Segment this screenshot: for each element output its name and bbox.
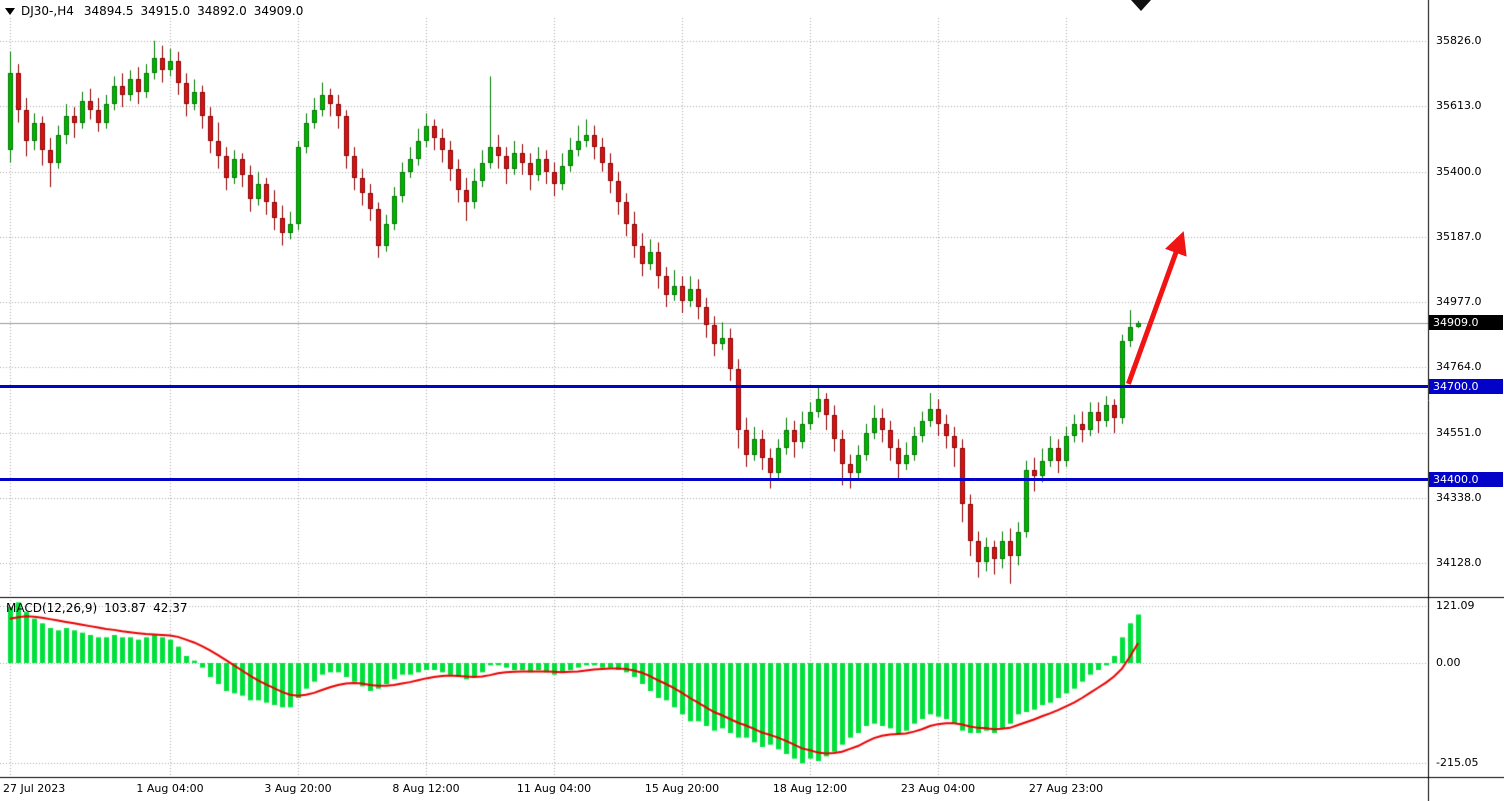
time-tick-label: 18 Aug 12:00 — [772, 782, 848, 795]
chart-shift-marker[interactable] — [1131, 0, 1151, 11]
macd-tick-label: 121.09 — [1436, 599, 1475, 613]
time-tick-label: 8 Aug 12:00 — [392, 782, 460, 795]
macd-main-value: 103.87 — [104, 601, 147, 615]
price-tick-label: 35400.0 — [1436, 164, 1482, 178]
macd-tick-label: 0.00 — [1436, 656, 1461, 669]
symbol-dropdown-icon[interactable] — [5, 8, 15, 15]
horizontal-level-line-34400.0[interactable] — [0, 477, 1428, 481]
price-tick-label: 34338.0 — [1436, 491, 1482, 505]
time-tick-label: 15 Aug 20:00 — [644, 782, 720, 795]
price-tick-label: 34551.0 — [1436, 425, 1482, 439]
macd-tick-label: -215.05 — [1436, 756, 1479, 770]
current-price-tag: 34909.0 — [1429, 315, 1503, 331]
symbol-readout: DJ30-,H4 34894.5 34915.0 34892.0 34909.0 — [5, 4, 310, 18]
time-tick-label: 27 Aug 23:00 — [1028, 782, 1104, 795]
time-tick-label: 27 Jul 2023 — [3, 782, 66, 795]
time-tick-label: 3 Aug 20:00 — [264, 782, 332, 795]
macd-readout: MACD(12,26,9) 103.87 42.37 — [6, 601, 195, 615]
symbol-period-label: DJ30-,H4 — [21, 4, 74, 18]
time-tick-label: 1 Aug 04:00 — [136, 782, 204, 795]
ohlc-high-value: 34915.0 — [140, 4, 191, 18]
price-tick-label: 34128.0 — [1436, 555, 1482, 569]
ohlc-low-value: 34892.0 — [197, 4, 247, 18]
macd-signal-value: 42.37 — [153, 601, 188, 615]
price-tick-label: 34764.0 — [1436, 360, 1482, 374]
level-price-tag: 34700.0 — [1429, 379, 1503, 395]
ohlc-close-value: 34909.0 — [253, 4, 304, 18]
price-tick-label: 35613.0 — [1436, 99, 1482, 113]
price-tick-label: 34977.0 — [1436, 294, 1482, 308]
ohlc-open-value: 34894.5 — [83, 4, 134, 18]
time-tick-label: 11 Aug 04:00 — [516, 782, 592, 795]
price-tick-label: 35187.0 — [1436, 230, 1482, 244]
horizontal-level-line-34700.0[interactable] — [0, 385, 1428, 389]
level-price-tag: 34400.0 — [1429, 471, 1503, 487]
macd-indicator-label: MACD(12,26,9) — [6, 601, 98, 615]
price-tick-label: 35826.0 — [1436, 33, 1482, 47]
time-tick-label: 23 Aug 04:00 — [900, 782, 976, 795]
